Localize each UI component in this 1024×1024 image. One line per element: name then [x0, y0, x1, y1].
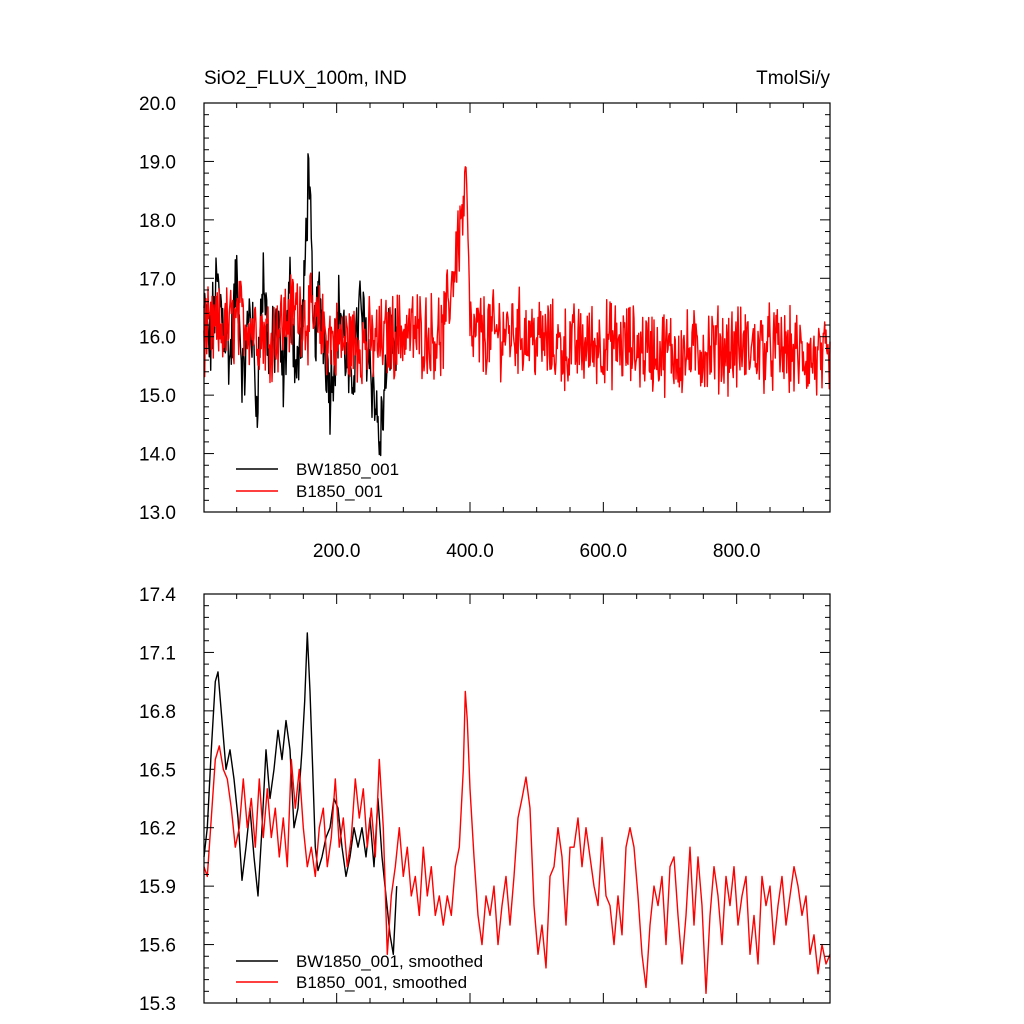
y-tick-label: 16.0	[139, 328, 176, 349]
series-line-b1850-001-smoothed	[203, 690, 831, 994]
top-chart-title: SiO2_FLUX_100m, IND	[204, 68, 407, 89]
y-tick-label: 18.0	[139, 211, 176, 232]
top-chart-units: TmolSi/y	[756, 68, 830, 89]
x-tick-label: 200.0	[313, 541, 361, 562]
y-tick-label: 17.4	[139, 585, 176, 606]
bottom-series-group	[203, 632, 831, 994]
y-tick-label: 19.0	[139, 152, 176, 173]
series-line-b1850-001	[203, 166, 831, 399]
bottom-plot-frame	[203, 593, 831, 1004]
y-tick-label: 16.5	[139, 760, 176, 781]
legend-label-b1850: B1850_001	[296, 482, 383, 501]
y-tick-label: 15.0	[139, 386, 176, 407]
y-tick-label: 17.1	[139, 643, 176, 664]
x-tick-label: 800.0	[713, 541, 761, 562]
y-tick-label: 15.6	[139, 936, 176, 957]
top-plot-frame	[203, 102, 831, 513]
bottom-legend: BW1850_001, smoothed B1850_001, smoothed	[236, 952, 483, 992]
bottom-panel: 15.3 15.6 15.9 16.2 16.5 16.8 17.1 17.4 BW1850_…	[139, 585, 831, 1015]
y-tick-label: 16.8	[139, 702, 176, 723]
x-tick-label: 400.0	[446, 541, 494, 562]
series-line-bw1850-001-smoothed	[203, 632, 398, 955]
series-line-bw1850-001	[203, 153, 398, 457]
bottom-axis-ticks: 15.3 15.6 15.9 16.2 16.5 16.8 17.1 17.4	[139, 585, 830, 1015]
top-series-group	[203, 153, 831, 457]
y-tick-label: 20.0	[139, 94, 176, 115]
y-tick-label: 15.3	[139, 994, 176, 1015]
legend-label-bw1850-smoothed: BW1850_001, smoothed	[296, 952, 483, 971]
top-panel: SiO2_FLUX_100m, IND TmolSi/y 13.0 14.0 15.…	[139, 68, 831, 562]
y-tick-label: 14.0	[139, 445, 176, 466]
y-tick-label: 15.9	[139, 877, 176, 898]
y-tick-label: 13.0	[139, 503, 176, 524]
y-tick-label: 17.0	[139, 269, 176, 290]
x-tick-label: 600.0	[580, 541, 628, 562]
top-axis-ticks: 13.0 14.0 15.0 16.0 17.0 18.0 19.0 20.0 200.0 400…	[139, 94, 830, 562]
y-tick-label: 16.2	[139, 819, 176, 840]
legend-label-b1850-smoothed: B1850_001, smoothed	[296, 973, 467, 992]
legend-label-bw1850: BW1850_001	[296, 460, 399, 479]
top-legend: BW1850_001 B1850_001	[236, 460, 399, 501]
